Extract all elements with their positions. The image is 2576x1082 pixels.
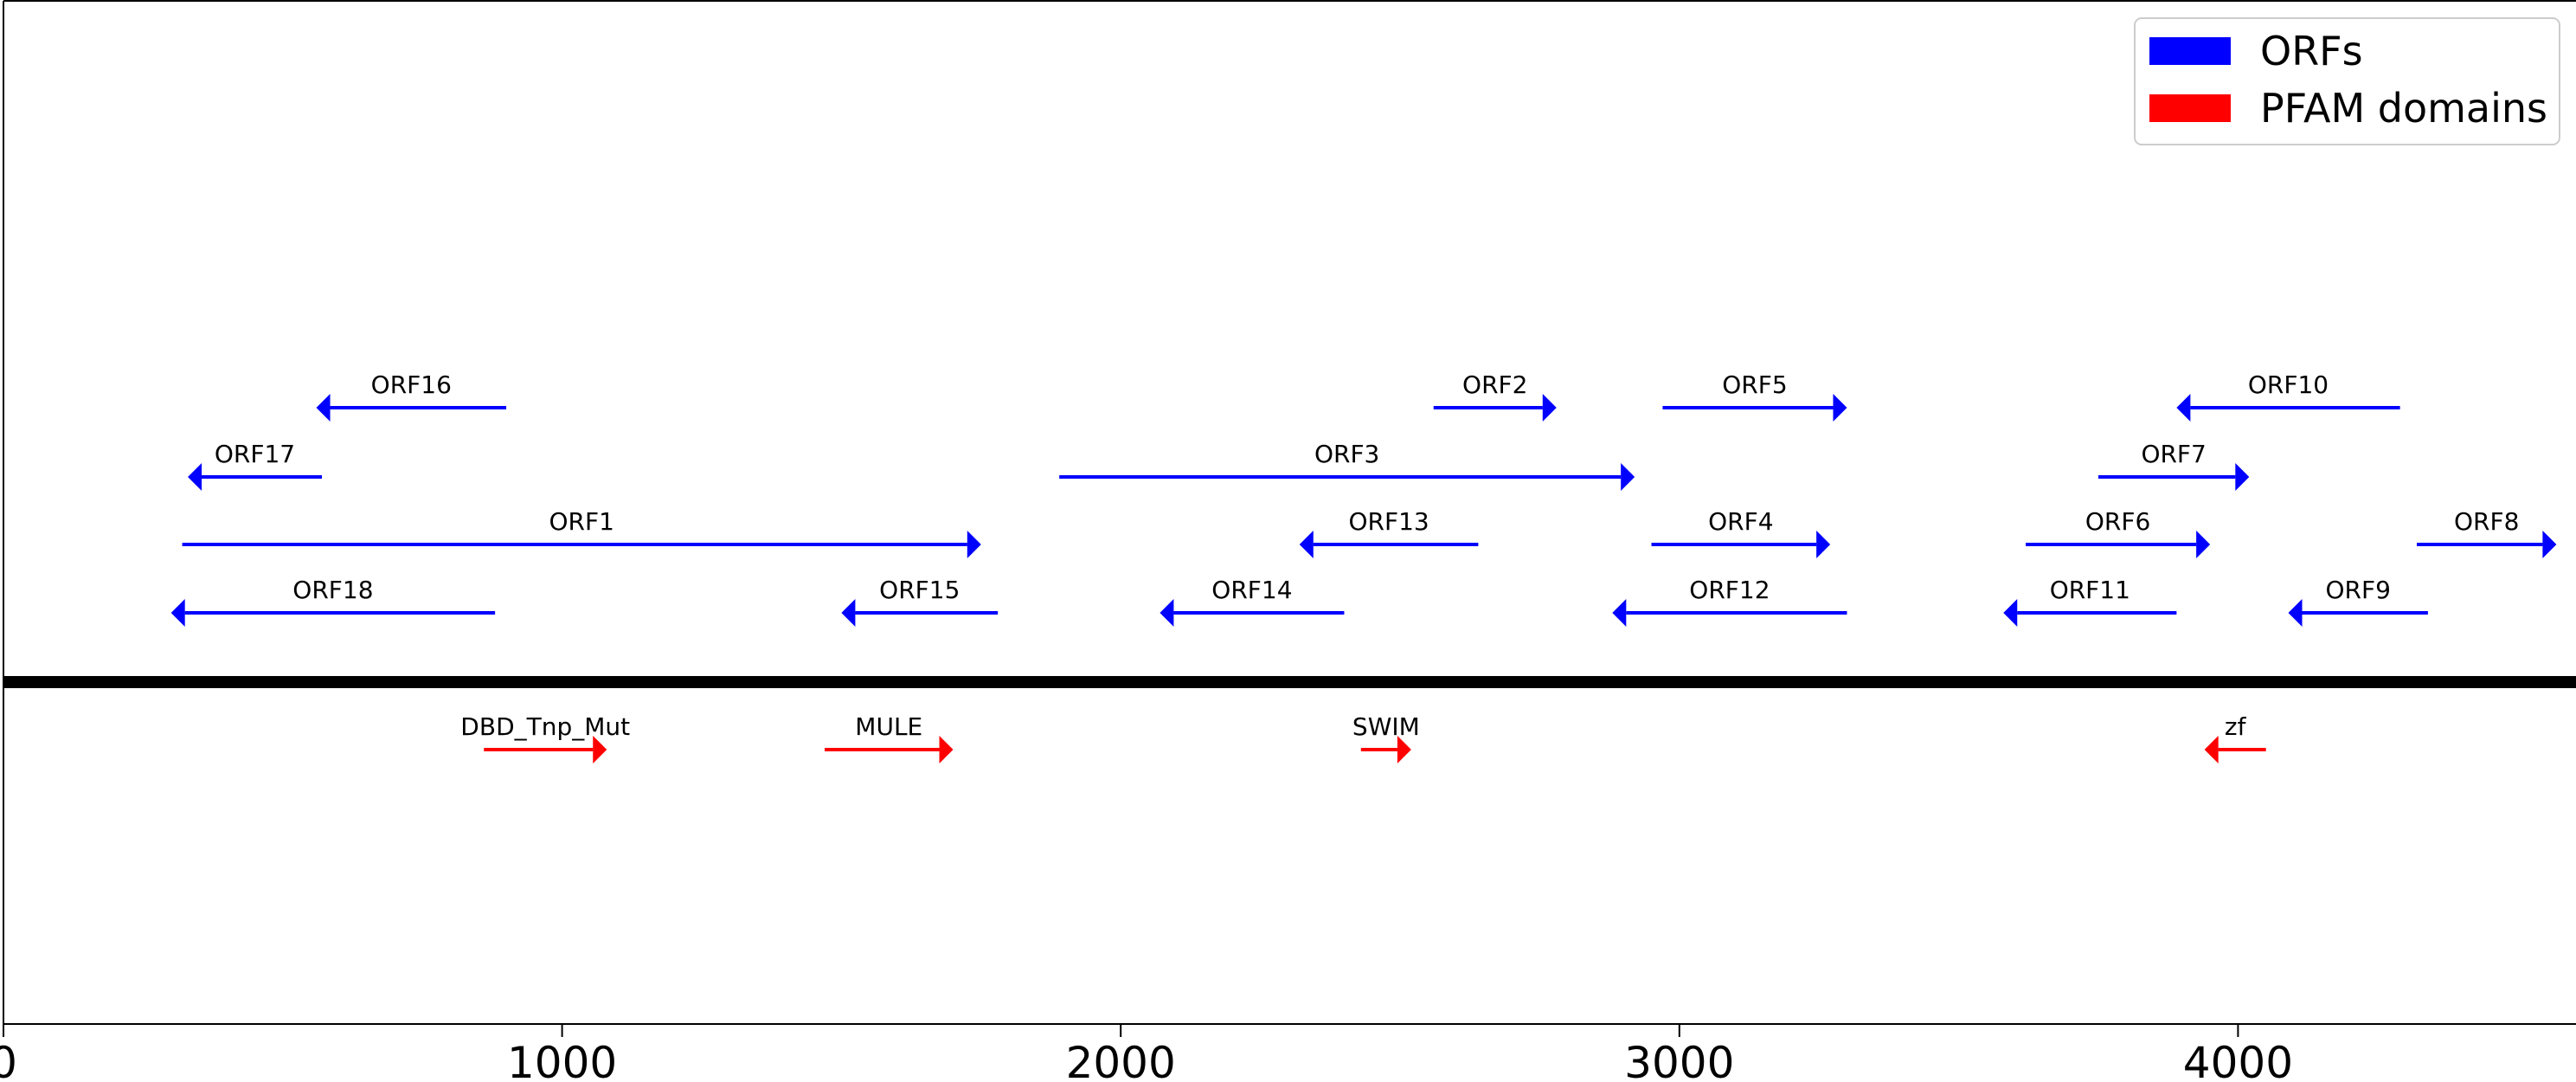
orf-ORF16: ORF16 (316, 370, 507, 422)
x-tick-label: 4000 (2183, 1038, 2293, 1082)
x-tick-label: 3000 (1624, 1038, 1734, 1082)
orf-ORF17: ORF17 (188, 440, 322, 491)
orf-ORF11: ORF11 (2003, 576, 2177, 627)
plot-area (3, 0, 2576, 1025)
orf-label: ORF8 (2454, 507, 2519, 536)
orf-label: ORF18 (292, 576, 373, 604)
orf-ORF5: ORF5 (1662, 370, 1847, 422)
orf-arrowhead-right (1833, 394, 1847, 422)
orf-ORF3: ORF3 (1059, 440, 1635, 491)
orf-arrowhead-left (316, 394, 331, 422)
orf-ORF4: ORF4 (1651, 507, 1831, 558)
orf-ORF8: ORF8 (2416, 507, 2557, 558)
x-axis-ticks: 0 1000 2000 3000 4000 (0, 1024, 2293, 1082)
orf-arrowhead-left (2176, 394, 2191, 422)
orf-label: ORF3 (1314, 440, 1379, 468)
orf-ORF15: ORF15 (841, 576, 999, 627)
legend-label-pfam-domains: PFAM domains (2260, 85, 2547, 132)
orf-arrowhead-left (841, 599, 856, 627)
orf-arrowhead-left (1299, 531, 1314, 558)
x-tick-label: 2000 (1066, 1038, 1176, 1082)
pfam-domain-label: DBD_Tnp_Mut (460, 712, 630, 741)
orf-label: ORF6 (2085, 507, 2150, 536)
orf-ORF18: ORF18 (170, 576, 496, 627)
orf-arrowhead-left (1612, 599, 1627, 627)
orf-label: ORF13 (1348, 507, 1429, 536)
orf-label: ORF5 (1722, 370, 1787, 399)
orf-ORF6: ORF6 (2026, 507, 2211, 558)
pfam-domain-arrowhead-left (2204, 736, 2219, 763)
orf-ORF14: ORF14 (1160, 576, 1345, 627)
orf-label: ORF1 (549, 507, 613, 536)
orf-ORF9: ORF9 (2288, 576, 2428, 627)
pfam-domain-arrowhead-right (593, 736, 607, 763)
pfam-domain-SWIM: SWIM (1352, 712, 1420, 763)
orf-arrowhead-right (1816, 531, 1831, 558)
orf-label: ORF15 (879, 576, 960, 604)
legend-swatch-pfam (2149, 94, 2231, 122)
orf-ORF7: ORF7 (2098, 440, 2250, 491)
legend: ORFs PFAM domains (2134, 17, 2560, 145)
x-tick-label: 1000 (507, 1038, 617, 1082)
legend-frame (2134, 17, 2560, 145)
orf-arrowhead-left (2288, 599, 2303, 627)
orf-features: ORF16 ORF2 ORF5 ORF10 ORF17 ORF3 ORF7 ORF1 ORF13… (170, 370, 2557, 627)
pfam-domain-arrowhead-right (1397, 736, 1411, 763)
orf-label: ORF7 (2141, 440, 2206, 468)
orf-arrowhead-left (1160, 599, 1174, 627)
orf-label: ORF9 (2325, 576, 2390, 604)
x-tick-label: 0 (0, 1038, 17, 1082)
pfam-domain-MULE: MULE (825, 712, 954, 763)
pfam-domain-arrowhead-right (939, 736, 954, 763)
orf-arrowhead-right (2235, 463, 2250, 491)
orf-ORF13: ORF13 (1299, 507, 1479, 558)
orf-ORF12: ORF12 (1612, 576, 1847, 627)
legend-label-orfs: ORFs (2260, 28, 2363, 74)
orf-arrowhead-left (170, 599, 185, 627)
orf-arrowhead-right (2196, 531, 2211, 558)
orf-label: ORF14 (1211, 576, 1292, 604)
legend-swatch-orfs (2149, 37, 2231, 65)
orf-ORF10: ORF10 (2176, 370, 2400, 422)
orf-label: ORF16 (371, 370, 452, 399)
orf-label: ORF17 (215, 440, 295, 468)
orf-label: ORF2 (1462, 370, 1527, 399)
pfam-domain-label: MULE (855, 712, 922, 741)
orf-label: ORF4 (1708, 507, 1773, 536)
pfam-domain-DBD_Tnp_Mut: DBD_Tnp_Mut (460, 712, 630, 763)
orf-label: ORF11 (2050, 576, 2130, 604)
orf-arrowhead-left (188, 463, 202, 491)
pfam-domain-label: SWIM (1352, 712, 1420, 741)
orf-label: ORF12 (1689, 576, 1770, 604)
orf-arrowhead-right (1621, 463, 1635, 491)
orf-arrowhead-right (1542, 394, 1557, 422)
pfam-features: DBD_Tnp_Mut MULE SWIM zf (460, 712, 2266, 763)
orf-ORF2: ORF2 (1433, 370, 1557, 422)
orf-arrowhead-right (967, 531, 981, 558)
pfam-domain-label: zf (2225, 712, 2247, 741)
orf-label: ORF10 (2248, 370, 2329, 399)
orf-ORF1: ORF1 (182, 507, 981, 558)
orf-arrowhead-right (2542, 531, 2557, 558)
orf-arrowhead-left (2003, 599, 2018, 627)
pfam-domain-zf: zf (2204, 712, 2266, 763)
